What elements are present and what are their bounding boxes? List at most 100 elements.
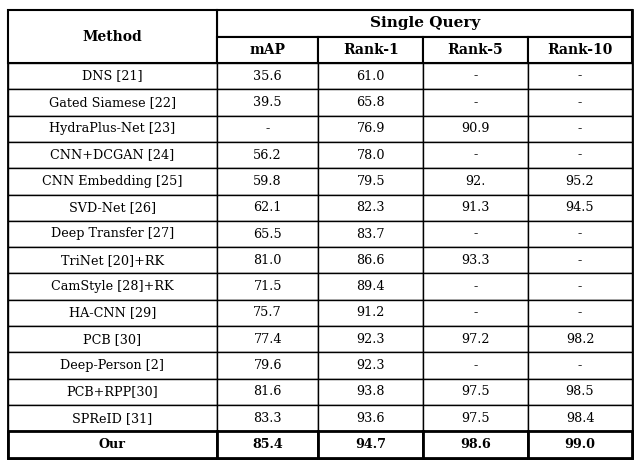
Text: HA-CNN [29]: HA-CNN [29] xyxy=(68,307,156,320)
Text: 77.4: 77.4 xyxy=(253,333,282,346)
Bar xyxy=(8,168,217,195)
Bar xyxy=(8,63,217,89)
Text: mAP: mAP xyxy=(250,43,285,57)
Text: CamStyle [28]+RK: CamStyle [28]+RK xyxy=(51,280,173,293)
Bar xyxy=(8,379,217,405)
Text: -: - xyxy=(578,70,582,82)
Text: 82.3: 82.3 xyxy=(356,201,385,214)
Text: -: - xyxy=(578,148,582,161)
Text: 85.4: 85.4 xyxy=(252,438,283,451)
Text: -: - xyxy=(266,122,270,135)
Bar xyxy=(8,273,217,300)
Bar xyxy=(319,326,423,352)
Text: 81.0: 81.0 xyxy=(253,254,282,267)
Text: Rank-1: Rank-1 xyxy=(343,43,399,57)
Text: 95.2: 95.2 xyxy=(566,175,595,188)
Text: 91.3: 91.3 xyxy=(461,201,490,214)
Text: 94.7: 94.7 xyxy=(355,438,387,451)
Bar xyxy=(423,431,528,458)
Bar xyxy=(319,37,423,63)
Bar xyxy=(319,352,423,379)
Text: 86.6: 86.6 xyxy=(356,254,385,267)
Bar xyxy=(423,168,528,195)
Bar xyxy=(423,352,528,379)
Bar xyxy=(528,89,632,116)
Bar xyxy=(217,10,632,37)
Text: -: - xyxy=(578,254,582,267)
Text: 97.5: 97.5 xyxy=(461,412,490,425)
Text: PCB+RPP[30]: PCB+RPP[30] xyxy=(67,386,158,398)
Bar xyxy=(423,273,528,300)
Bar xyxy=(528,405,632,431)
Text: -: - xyxy=(578,227,582,241)
Text: 99.0: 99.0 xyxy=(564,438,595,451)
Bar xyxy=(319,195,423,221)
Text: 93.3: 93.3 xyxy=(461,254,490,267)
Bar xyxy=(319,89,423,116)
Text: -: - xyxy=(473,148,477,161)
Text: Rank-5: Rank-5 xyxy=(447,43,503,57)
Bar xyxy=(8,405,217,431)
Text: 83.3: 83.3 xyxy=(253,412,282,425)
Bar xyxy=(217,221,319,247)
Text: 98.6: 98.6 xyxy=(460,438,491,451)
Bar xyxy=(319,221,423,247)
Text: -: - xyxy=(473,96,477,109)
Bar xyxy=(217,195,319,221)
Bar xyxy=(528,37,632,63)
Text: SVD-Net [26]: SVD-Net [26] xyxy=(68,201,156,214)
Text: 97.2: 97.2 xyxy=(461,333,490,346)
Text: Single Query: Single Query xyxy=(369,16,480,30)
Bar xyxy=(8,221,217,247)
Text: 81.6: 81.6 xyxy=(253,386,282,398)
Text: 59.8: 59.8 xyxy=(253,175,282,188)
Bar xyxy=(528,247,632,273)
Bar xyxy=(319,431,423,458)
Text: -: - xyxy=(473,359,477,372)
Text: 35.6: 35.6 xyxy=(253,70,282,82)
Bar xyxy=(423,37,528,63)
Bar xyxy=(8,431,217,458)
Text: -: - xyxy=(578,280,582,293)
Bar xyxy=(528,195,632,221)
Text: 71.5: 71.5 xyxy=(253,280,282,293)
Bar xyxy=(423,142,528,168)
Text: 92.3: 92.3 xyxy=(356,359,385,372)
Text: 93.8: 93.8 xyxy=(356,386,385,398)
Bar xyxy=(528,168,632,195)
Bar xyxy=(319,379,423,405)
Text: CNN Embedding [25]: CNN Embedding [25] xyxy=(42,175,182,188)
Text: DNS [21]: DNS [21] xyxy=(82,70,143,82)
Bar xyxy=(528,431,632,458)
Bar xyxy=(217,247,319,273)
Bar xyxy=(319,142,423,168)
Text: 79.5: 79.5 xyxy=(356,175,385,188)
Bar xyxy=(8,195,217,221)
Text: 65.8: 65.8 xyxy=(356,96,385,109)
Bar xyxy=(423,116,528,142)
Bar xyxy=(319,273,423,300)
Text: -: - xyxy=(473,307,477,320)
Bar xyxy=(423,379,528,405)
Bar xyxy=(217,37,319,63)
Bar xyxy=(217,89,319,116)
Bar xyxy=(217,142,319,168)
Bar xyxy=(217,431,319,458)
Bar xyxy=(528,142,632,168)
Bar xyxy=(217,63,319,89)
Bar xyxy=(319,63,423,89)
Bar xyxy=(8,326,217,352)
Text: -: - xyxy=(578,96,582,109)
Text: Rank-10: Rank-10 xyxy=(547,43,612,57)
Bar xyxy=(319,168,423,195)
Text: 98.4: 98.4 xyxy=(566,412,595,425)
Text: 97.5: 97.5 xyxy=(461,386,490,398)
Text: 93.6: 93.6 xyxy=(356,412,385,425)
Bar xyxy=(8,10,217,63)
Bar xyxy=(319,116,423,142)
Bar xyxy=(528,300,632,326)
Bar xyxy=(423,300,528,326)
Bar xyxy=(528,352,632,379)
Bar xyxy=(8,116,217,142)
Text: 98.5: 98.5 xyxy=(566,386,595,398)
